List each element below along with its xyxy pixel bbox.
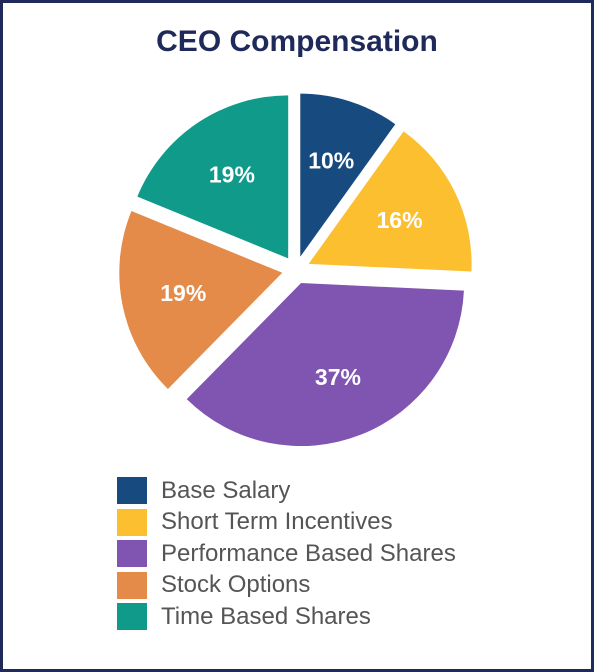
legend-label-time-based-shares: Time Based Shares bbox=[161, 602, 371, 630]
pie-chart: 10% 16% 37% 19% 19% bbox=[119, 93, 472, 447]
legend-swatch-stock-options bbox=[117, 571, 147, 599]
pie-slice-short-term-incentives bbox=[308, 131, 472, 272]
pie-label-stock-options: 19% bbox=[160, 280, 206, 306]
legend-item-time-based-shares: Time Based Shares bbox=[117, 601, 456, 633]
legend-swatch-short-term-incentives bbox=[117, 508, 147, 536]
legend-item-stock-options: Stock Options bbox=[117, 570, 456, 602]
legend: Base Salary Short Term Incentives Perfor… bbox=[117, 475, 456, 633]
legend-item-short-term-incentives: Short Term Incentives bbox=[117, 507, 456, 539]
pie-slice-stock-options bbox=[119, 211, 283, 389]
pie-label-time-based-shares: 19% bbox=[209, 161, 255, 187]
legend-label-base-salary: Base Salary bbox=[161, 476, 291, 504]
chart-title: CEO Compensation bbox=[156, 25, 438, 58]
pie-label-short-term-incentives: 16% bbox=[377, 207, 423, 233]
legend-item-base-salary: Base Salary bbox=[117, 475, 456, 507]
legend-label-short-term-incentives: Short Term Incentives bbox=[161, 508, 393, 536]
pie-slice-base-salary bbox=[300, 93, 396, 257]
legend-label-performance-based-shares: Performance Based Shares bbox=[161, 539, 456, 567]
legend-swatch-time-based-shares bbox=[117, 603, 147, 631]
pie-label-performance-based-shares: 37% bbox=[315, 364, 361, 390]
pie-label-base-salary: 10% bbox=[308, 147, 354, 173]
legend-label-stock-options: Stock Options bbox=[161, 571, 311, 599]
pie-slice-time-based-shares bbox=[137, 95, 289, 259]
legend-swatch-performance-based-shares bbox=[117, 540, 147, 568]
pie-slice-performance-based-shares bbox=[186, 283, 464, 447]
legend-item-performance-based-shares: Performance Based Shares bbox=[117, 538, 456, 570]
legend-swatch-base-salary bbox=[117, 477, 147, 505]
